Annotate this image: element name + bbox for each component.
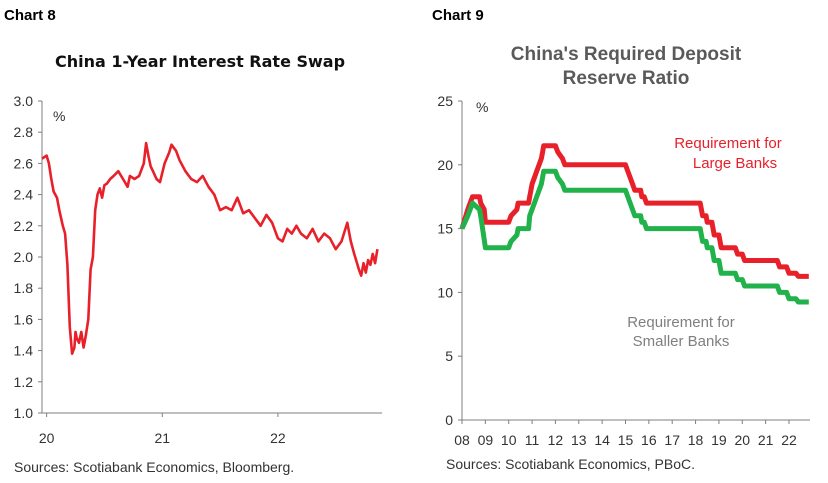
chart-9-xtick-label: 20 xyxy=(734,432,750,448)
chart-8-y-ticks: 3.0 2.8 2.6 2.4 2.2 2.0 1.8 1.6 1.4 1.2 1.0 xyxy=(14,93,42,421)
chart-9-ytick-label: 20 xyxy=(437,157,453,173)
chart-9-xtick-label: 21 xyxy=(758,432,774,448)
chart-8-ytick-label: 2.4 xyxy=(14,187,34,203)
chart-8-ytick-label: 2.8 xyxy=(14,124,34,140)
chart-8-series-line xyxy=(41,141,379,355)
chart-9-xtick-label: 13 xyxy=(571,432,587,448)
chart-8-label: Chart 8 xyxy=(4,7,56,24)
chart-9-ytick-label: 10 xyxy=(437,284,453,300)
chart-8-xtick-label: 22 xyxy=(270,430,286,446)
chart-9-xtick-label: 12 xyxy=(548,432,564,448)
chart-8-x-ticks: 20 21 22 xyxy=(39,413,286,446)
chart-9-ylabel: % xyxy=(476,99,488,115)
chart-9-ytick-label: 15 xyxy=(437,221,453,237)
chart-8-series xyxy=(41,141,379,355)
large-banks-annotation-line-2: Large Banks xyxy=(693,155,777,172)
chart-9-source: Sources: Scotiabank Economics, PBoC. xyxy=(446,456,695,472)
chart-8-ytick-label: 1.4 xyxy=(14,343,34,359)
chart-8-ytick-label: 1.0 xyxy=(14,405,34,421)
chart-9-ytick-label: 5 xyxy=(445,348,453,364)
chart-9-xtick-label: 22 xyxy=(781,432,797,448)
chart-9-ytick-label: 25 xyxy=(437,93,453,109)
chart-9-series xyxy=(459,143,809,305)
chart-9-xtick-label: 08 xyxy=(454,432,470,448)
chart-9-title-line-1: China's Required Deposit xyxy=(511,44,742,65)
smaller-banks-annotation-line-1: Requirement for xyxy=(627,314,735,331)
chart-9-y-ticks: 25 20 15 10 5 0 xyxy=(437,93,462,428)
chart-8-ytick-label: 2.6 xyxy=(14,155,34,171)
chart-8-xtick-label: 20 xyxy=(39,430,55,446)
chart-9-xtick-label: 18 xyxy=(688,432,704,448)
chart-8: Chart 8 China 1-Year Interest Rate Swap … xyxy=(4,7,382,475)
chart-9-xtick-label: 14 xyxy=(594,432,610,448)
chart-9-label: Chart 9 xyxy=(432,7,484,24)
chart-9-xtick-label: 15 xyxy=(618,432,634,448)
smaller-banks-line xyxy=(459,168,809,305)
chart-9-ytick-label: 0 xyxy=(445,412,453,428)
chart-9: Chart 9 China's Required Deposit Reserve… xyxy=(432,7,810,472)
chart-9-xtick-label: 19 xyxy=(711,432,727,448)
smaller-banks-annotation-line-2: Smaller Banks xyxy=(633,333,730,350)
chart-9-xtick-label: 09 xyxy=(478,432,494,448)
chart-8-source: Sources: Scotiabank Economics, Bloomberg… xyxy=(14,459,294,475)
chart-9-title-line-2: Reserve Ratio xyxy=(563,68,690,89)
chart-8-ytick-label: 1.6 xyxy=(14,311,34,327)
chart-8-ytick-label: 2.0 xyxy=(14,249,34,265)
large-banks-line xyxy=(459,143,809,279)
chart-9-x-ticks: 08 09 10 11 12 13 14 15 16 17 18 19 20 21 22 xyxy=(454,420,797,448)
chart-8-ylabel: % xyxy=(53,108,65,124)
chart-8-ytick-label: 1.2 xyxy=(14,374,34,390)
chart-9-xtick-label: 11 xyxy=(525,432,540,448)
chart-8-ytick-label: 1.8 xyxy=(14,280,34,296)
chart-8-title: China 1-Year Interest Rate Swap xyxy=(55,52,345,71)
chart-9-xtick-label: 16 xyxy=(641,432,657,448)
chart-9-xtick-label: 10 xyxy=(501,432,517,448)
chart-8-ytick-label: 3.0 xyxy=(14,93,34,109)
large-banks-annotation-line-1: Requirement for xyxy=(674,135,782,152)
chart-8-ytick-label: 2.2 xyxy=(14,218,34,234)
chart-9-xtick-label: 17 xyxy=(664,432,680,448)
chart-8-xtick-label: 21 xyxy=(154,430,170,446)
